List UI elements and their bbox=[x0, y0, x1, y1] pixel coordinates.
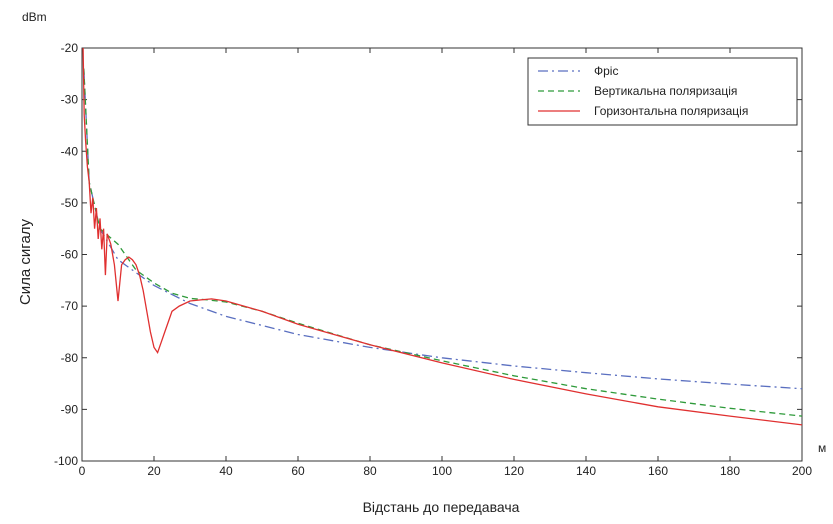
legend-label-1: Фріс bbox=[594, 64, 618, 78]
x-tick-label: 80 bbox=[363, 464, 377, 478]
x-tick-label: 100 bbox=[432, 464, 452, 478]
y-tick-label: -50 bbox=[61, 196, 79, 210]
x-tick-label: 40 bbox=[219, 464, 233, 478]
y-tick-label: -60 bbox=[61, 248, 79, 262]
y-tick-label: -30 bbox=[61, 93, 79, 107]
y-tick-label: -100 bbox=[54, 454, 78, 468]
legend: Фріс Вертикальна поляризація Горизонтальна… bbox=[527, 57, 798, 126]
x-tick-label: 20 bbox=[147, 464, 161, 478]
legend-label-3: Горизонтальна поляризація bbox=[594, 104, 748, 118]
y-axis-title: Сила сигалу bbox=[17, 218, 34, 305]
series-line-1 bbox=[83, 68, 803, 390]
axes: 0 20 40 60 80 100 120 140 160 180 200 -20 -30 -40 -50 -… bbox=[54, 41, 812, 478]
series-lines bbox=[82, 47, 803, 426]
series-line-2 bbox=[83, 68, 803, 417]
x-tick-label: 120 bbox=[504, 464, 524, 478]
series-line-3 bbox=[82, 47, 803, 426]
y-tick-label: -40 bbox=[61, 144, 79, 158]
y-tick-label: -20 bbox=[61, 41, 79, 55]
y-tick-label: -90 bbox=[61, 402, 79, 416]
y-tick-label: -80 bbox=[61, 351, 79, 365]
legend-label-2: Вертикальна поляризація bbox=[594, 84, 737, 98]
x-tick-label: 200 bbox=[792, 464, 812, 478]
x-axis-title: Відстань до передавача bbox=[363, 499, 520, 515]
y-unit-label: dBm bbox=[22, 10, 47, 24]
x-tick-label: 160 bbox=[648, 464, 668, 478]
x-tick-label: 140 bbox=[576, 464, 596, 478]
x-tick-label: 0 bbox=[79, 464, 86, 478]
y-tick-label: -70 bbox=[61, 299, 79, 313]
x-tick-label: 60 bbox=[291, 464, 305, 478]
x-tick-label: 180 bbox=[720, 464, 740, 478]
x-unit-label: м bbox=[818, 441, 826, 455]
